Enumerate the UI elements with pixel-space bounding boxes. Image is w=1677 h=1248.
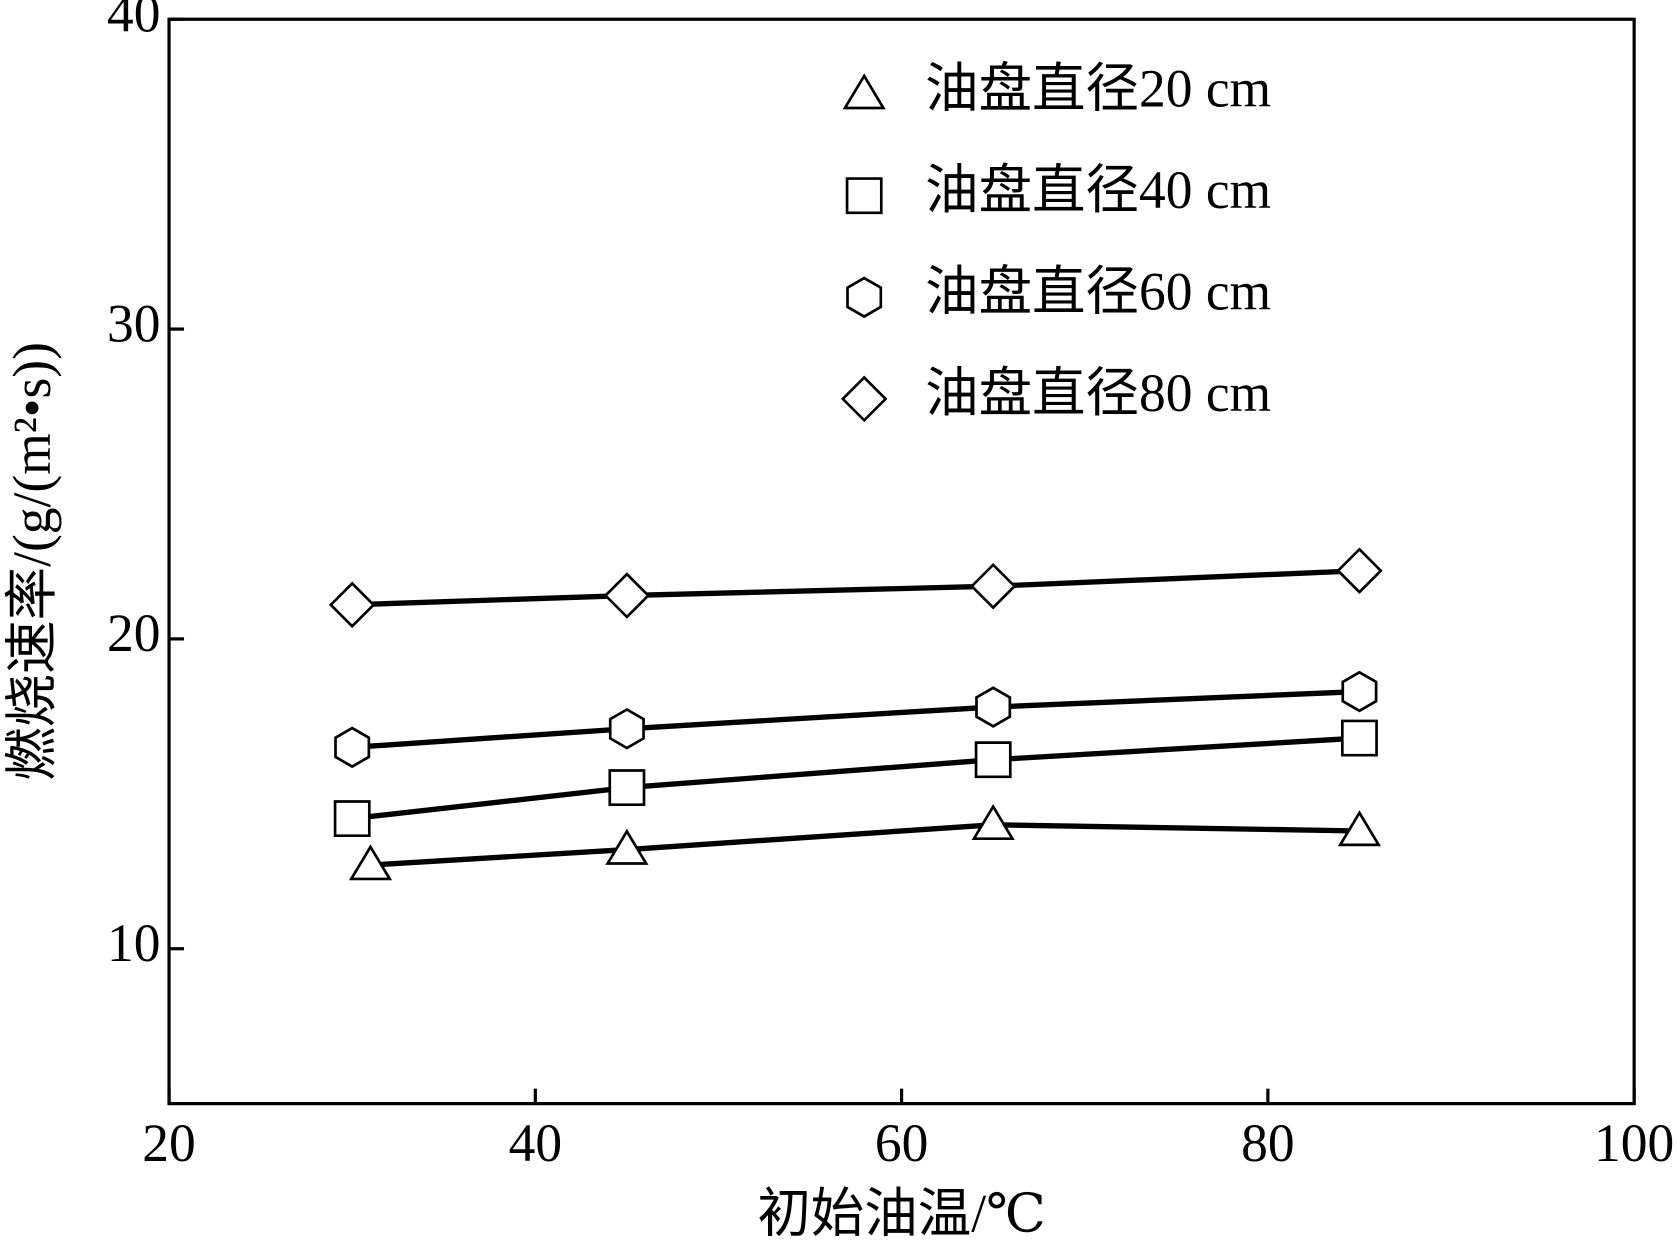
y-axis-label: 燃烧速率/(g/(m²•s)) <box>2 342 62 781</box>
x-tick-label: 80 <box>1241 1113 1294 1173</box>
legend-marker <box>840 375 888 423</box>
series-line <box>370 822 1360 868</box>
legend-marker <box>842 73 886 110</box>
legend-label: 油盘直径60 cm <box>925 262 1271 322</box>
y-tick-label: 40 <box>107 0 160 44</box>
marker <box>971 804 1015 841</box>
marker <box>328 581 376 629</box>
legend-label: 油盘直径40 cm <box>925 160 1271 220</box>
marker <box>1336 547 1383 595</box>
marker <box>1340 719 1378 757</box>
marker <box>969 562 1017 610</box>
marker <box>1337 810 1382 847</box>
marker <box>1341 670 1378 713</box>
marker <box>333 800 371 838</box>
series-line <box>352 688 1360 751</box>
marker <box>348 844 393 881</box>
marker <box>603 572 651 619</box>
marker <box>334 726 371 769</box>
marker <box>605 828 649 865</box>
x-tick-label: 100 <box>1594 1113 1674 1173</box>
y-tick-label: 10 <box>107 913 160 973</box>
marker <box>975 686 1012 728</box>
marker <box>974 741 1012 779</box>
legend-label: 油盘直径80 cm <box>925 363 1271 423</box>
x-tick-label: 60 <box>875 1113 928 1173</box>
marker <box>608 769 646 807</box>
series-line <box>352 568 1360 608</box>
y-tick-label: 20 <box>107 603 160 663</box>
marker <box>608 707 645 750</box>
plot-frame <box>167 17 1636 1106</box>
y-tick-label: 30 <box>107 293 160 353</box>
x-tick-label: 20 <box>142 1113 195 1173</box>
series-line <box>351 735 1360 822</box>
x-axis-label: 初始油温/℃ <box>757 1183 1046 1243</box>
legend-marker <box>845 177 883 215</box>
legend-marker <box>846 276 883 319</box>
legend-label: 油盘直径20 cm <box>925 58 1271 118</box>
x-tick-label: 40 <box>509 1113 562 1173</box>
